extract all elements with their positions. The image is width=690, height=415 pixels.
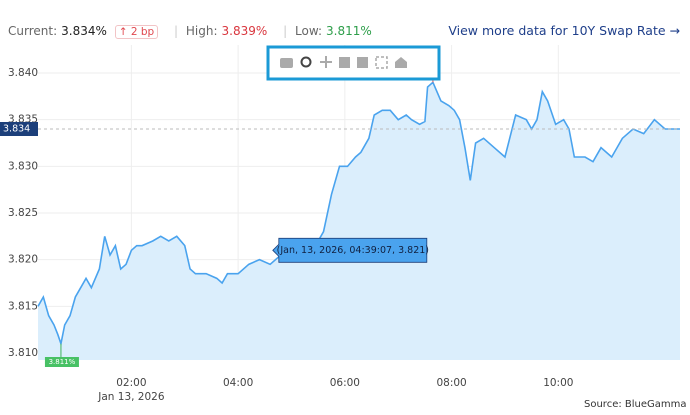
y-tick-label: 3.810: [8, 347, 38, 359]
x-tick-label: 04:00: [223, 377, 253, 389]
current-badge: [0, 122, 38, 136]
current-label: 3.834: [3, 124, 30, 135]
label: Low:: [295, 24, 323, 38]
source: Source: BlueGamma: [584, 399, 687, 410]
toolbar: [266, 45, 441, 81]
pan-icon[interactable]: [320, 56, 332, 68]
camera-icon[interactable]: [280, 58, 293, 68]
tooltip-box: [272, 237, 428, 263]
value: 3.811%: [326, 24, 372, 38]
separator: |: [283, 24, 288, 38]
autoscale-icon[interactable]: [375, 56, 388, 69]
zoom-in-icon[interactable]: [339, 57, 350, 68]
area: [38, 82, 680, 360]
low-label: 3.811%: [49, 358, 76, 366]
x-date-label: Jan 13, 2026: [97, 391, 165, 403]
y-tick-label: 3.830: [8, 160, 38, 172]
header: Current: 3.834% ↑ 2 bp | High: 3.839% | Lo…: [8, 24, 376, 39]
reset-icon[interactable]: [395, 57, 407, 68]
x-tick-label: 02:00: [116, 377, 146, 389]
y-tick-label: 3.840: [8, 67, 38, 79]
separator: |: [174, 24, 179, 38]
y-tick-label: 3.825: [8, 207, 38, 219]
x-tick-label: 06:00: [330, 377, 360, 389]
zoom-out-icon[interactable]: [357, 57, 368, 68]
x-tick-label: 10:00: [543, 377, 573, 389]
low-badge: [44, 357, 79, 367]
label: High:: [185, 24, 218, 38]
label: Current:: [8, 24, 58, 38]
line: [37, 81, 680, 347]
y-tick-label: 3.815: [8, 300, 38, 312]
x-tick-label: 08:00: [436, 377, 466, 389]
more-data-link[interactable]: View more data for 10Y Swap Rate →: [448, 23, 680, 38]
y-tick-label: 3.820: [8, 254, 38, 266]
highlight-box: [266, 45, 441, 81]
change-badge: ↑ 2 bp: [114, 25, 159, 39]
value: 3.834%: [61, 24, 107, 38]
zoom-icon[interactable]: [300, 56, 312, 68]
tooltip-label: (Jan, 13, 2026, 04:39:07, 3.821): [277, 245, 429, 256]
value: 3.839%: [221, 24, 268, 38]
